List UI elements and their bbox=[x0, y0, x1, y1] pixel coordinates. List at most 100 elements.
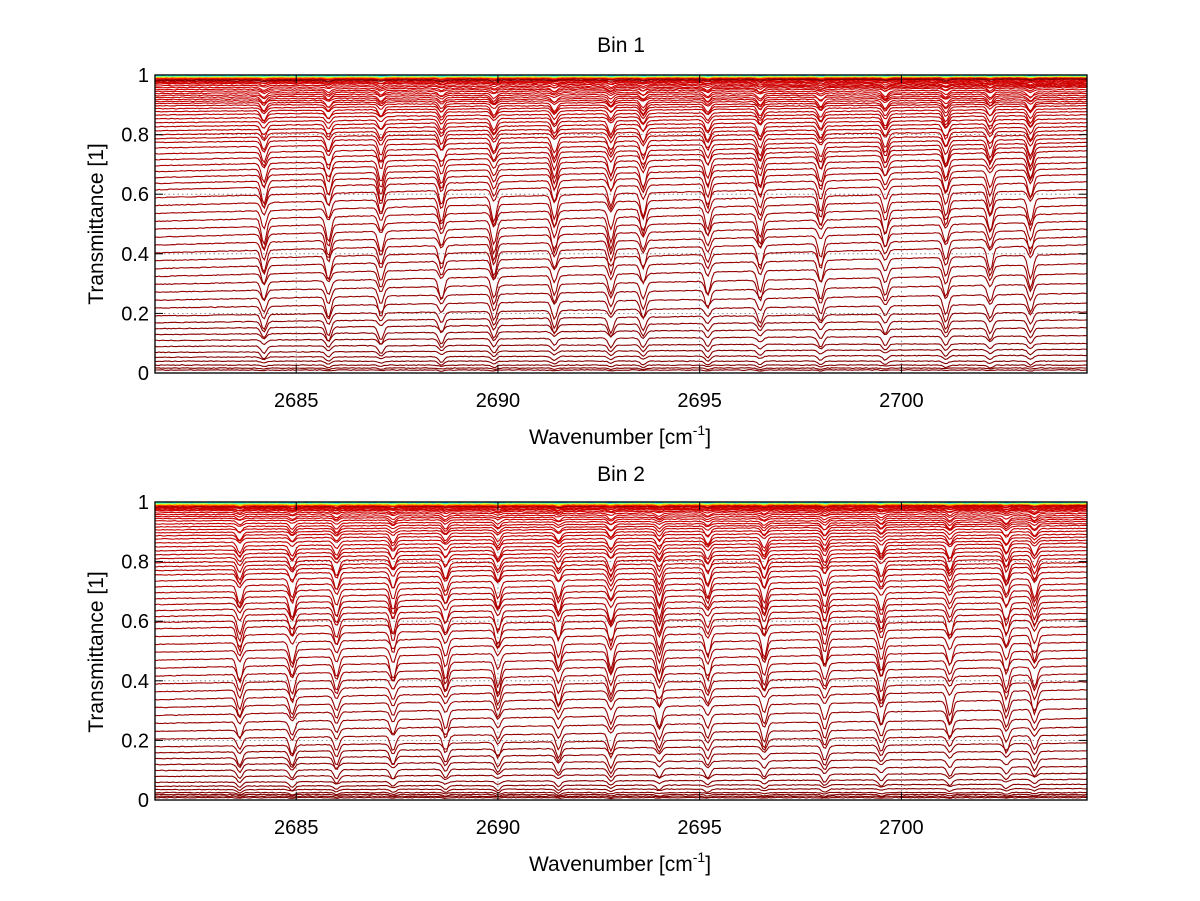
series-line bbox=[154, 292, 1088, 322]
series-line bbox=[154, 263, 1087, 302]
series-line bbox=[154, 243, 1088, 286]
x-tick-label: 2690 bbox=[476, 390, 521, 412]
series-line bbox=[154, 84, 1088, 94]
series-line bbox=[154, 326, 1088, 345]
series-line bbox=[154, 173, 1088, 213]
series-line bbox=[154, 657, 1088, 696]
x-tick-label: 2695 bbox=[677, 817, 722, 839]
series-line bbox=[154, 577, 1088, 610]
series-line bbox=[154, 787, 1088, 794]
series-line bbox=[154, 681, 1088, 719]
series-line bbox=[154, 85, 1088, 96]
axes-frame bbox=[154, 74, 1088, 374]
x-axis-label-suffix: ] bbox=[705, 853, 711, 876]
series-line bbox=[154, 783, 1088, 792]
series-line bbox=[154, 542, 1088, 563]
series-line bbox=[154, 549, 1088, 577]
series-line bbox=[154, 793, 1088, 798]
series-line bbox=[154, 82, 1088, 89]
series-line bbox=[154, 612, 1088, 653]
series-line bbox=[154, 557, 1088, 586]
y-tick-label: 0.2 bbox=[121, 303, 149, 325]
series-line bbox=[154, 141, 1088, 172]
series-line bbox=[154, 77, 1088, 81]
x-axis-label: Wavenumber [cm-1] bbox=[529, 849, 711, 876]
series-line bbox=[154, 778, 1088, 789]
chart-bin-1: Bin 1 2685 2690 2695 2700 0 0.2 0.4 0.6 0.8 1 Tra… bbox=[85, 34, 1088, 449]
series-line bbox=[154, 88, 1088, 101]
x-tick-label: 2700 bbox=[879, 390, 924, 412]
series-line bbox=[154, 791, 1088, 796]
series-line bbox=[154, 156, 1088, 197]
series-line bbox=[154, 354, 1088, 363]
series-line bbox=[154, 364, 1088, 369]
series-line bbox=[154, 92, 1088, 106]
x-tick-label: 2695 bbox=[677, 390, 722, 412]
y-tick-label: 0.8 bbox=[121, 552, 149, 574]
series-line bbox=[154, 546, 1088, 572]
series-line bbox=[154, 750, 1088, 770]
series-line bbox=[154, 641, 1088, 684]
series-line bbox=[154, 188, 1088, 231]
y-tick-label: 1 bbox=[138, 492, 149, 514]
series-line bbox=[154, 795, 1088, 799]
y-tick-label: 0.6 bbox=[121, 184, 149, 206]
series-line bbox=[154, 625, 1088, 666]
series-line bbox=[154, 588, 1088, 622]
series-line bbox=[154, 516, 1088, 526]
x-axis-label-main: Wavenumber [cm bbox=[529, 853, 693, 876]
series-line bbox=[154, 765, 1088, 780]
axes-frame bbox=[154, 501, 1088, 801]
series-line bbox=[154, 726, 1088, 756]
series-line bbox=[154, 96, 1088, 112]
series-line bbox=[154, 507, 1088, 513]
series-line bbox=[154, 121, 1088, 146]
series-line bbox=[154, 129, 1088, 156]
series-line bbox=[154, 114, 1088, 140]
x-axis-label: Wavenumber [cm-1] bbox=[529, 422, 711, 449]
series-line bbox=[154, 772, 1088, 784]
y-axis-label: Transmittance [1] bbox=[85, 571, 108, 732]
series-line bbox=[154, 539, 1088, 562]
series-line bbox=[154, 319, 1088, 342]
series-line bbox=[154, 110, 1088, 132]
series-line bbox=[154, 633, 1088, 672]
y-tick-label: 0.4 bbox=[121, 671, 149, 693]
series-line bbox=[154, 342, 1088, 355]
series-line bbox=[154, 665, 1088, 704]
series-line bbox=[154, 236, 1088, 281]
series-line bbox=[154, 367, 1088, 371]
y-tick-label: 0.4 bbox=[121, 244, 149, 266]
series-line bbox=[154, 508, 1088, 514]
series-line bbox=[154, 228, 1088, 274]
y-tick-label: 0.8 bbox=[121, 125, 149, 147]
series-line bbox=[154, 90, 1088, 104]
x-axis-label-main: Wavenumber [cm bbox=[529, 426, 693, 449]
series-line bbox=[154, 167, 1088, 210]
series-line bbox=[154, 509, 1088, 516]
series-line bbox=[154, 100, 1088, 117]
series-line bbox=[154, 553, 1088, 582]
series-line bbox=[154, 758, 1088, 775]
series-line bbox=[154, 77, 1088, 82]
series-line bbox=[154, 717, 1088, 743]
series-line bbox=[154, 196, 1088, 246]
series-line bbox=[154, 161, 1088, 206]
series-line bbox=[154, 742, 1088, 767]
y-tick-label: 0.6 bbox=[121, 611, 149, 633]
series-line bbox=[154, 253, 1088, 288]
series-line bbox=[154, 649, 1088, 689]
x-axis-label-suffix: ] bbox=[705, 426, 711, 449]
y-tick-label: 0 bbox=[138, 363, 149, 385]
chart-bin-2: Bin 2 2685 2690 2695 2700 0 0.2 0.4 0.6 0.8 1 Tra… bbox=[85, 463, 1088, 876]
series-line bbox=[154, 348, 1088, 360]
x-axis-label-sup: -1 bbox=[693, 849, 706, 865]
series-line bbox=[154, 125, 1088, 152]
series-line bbox=[154, 527, 1088, 544]
series-line bbox=[154, 533, 1088, 555]
series-line bbox=[154, 137, 1088, 171]
series-line bbox=[154, 86, 1088, 98]
series-line bbox=[154, 83, 1088, 92]
y-tick-label: 0 bbox=[138, 790, 149, 812]
